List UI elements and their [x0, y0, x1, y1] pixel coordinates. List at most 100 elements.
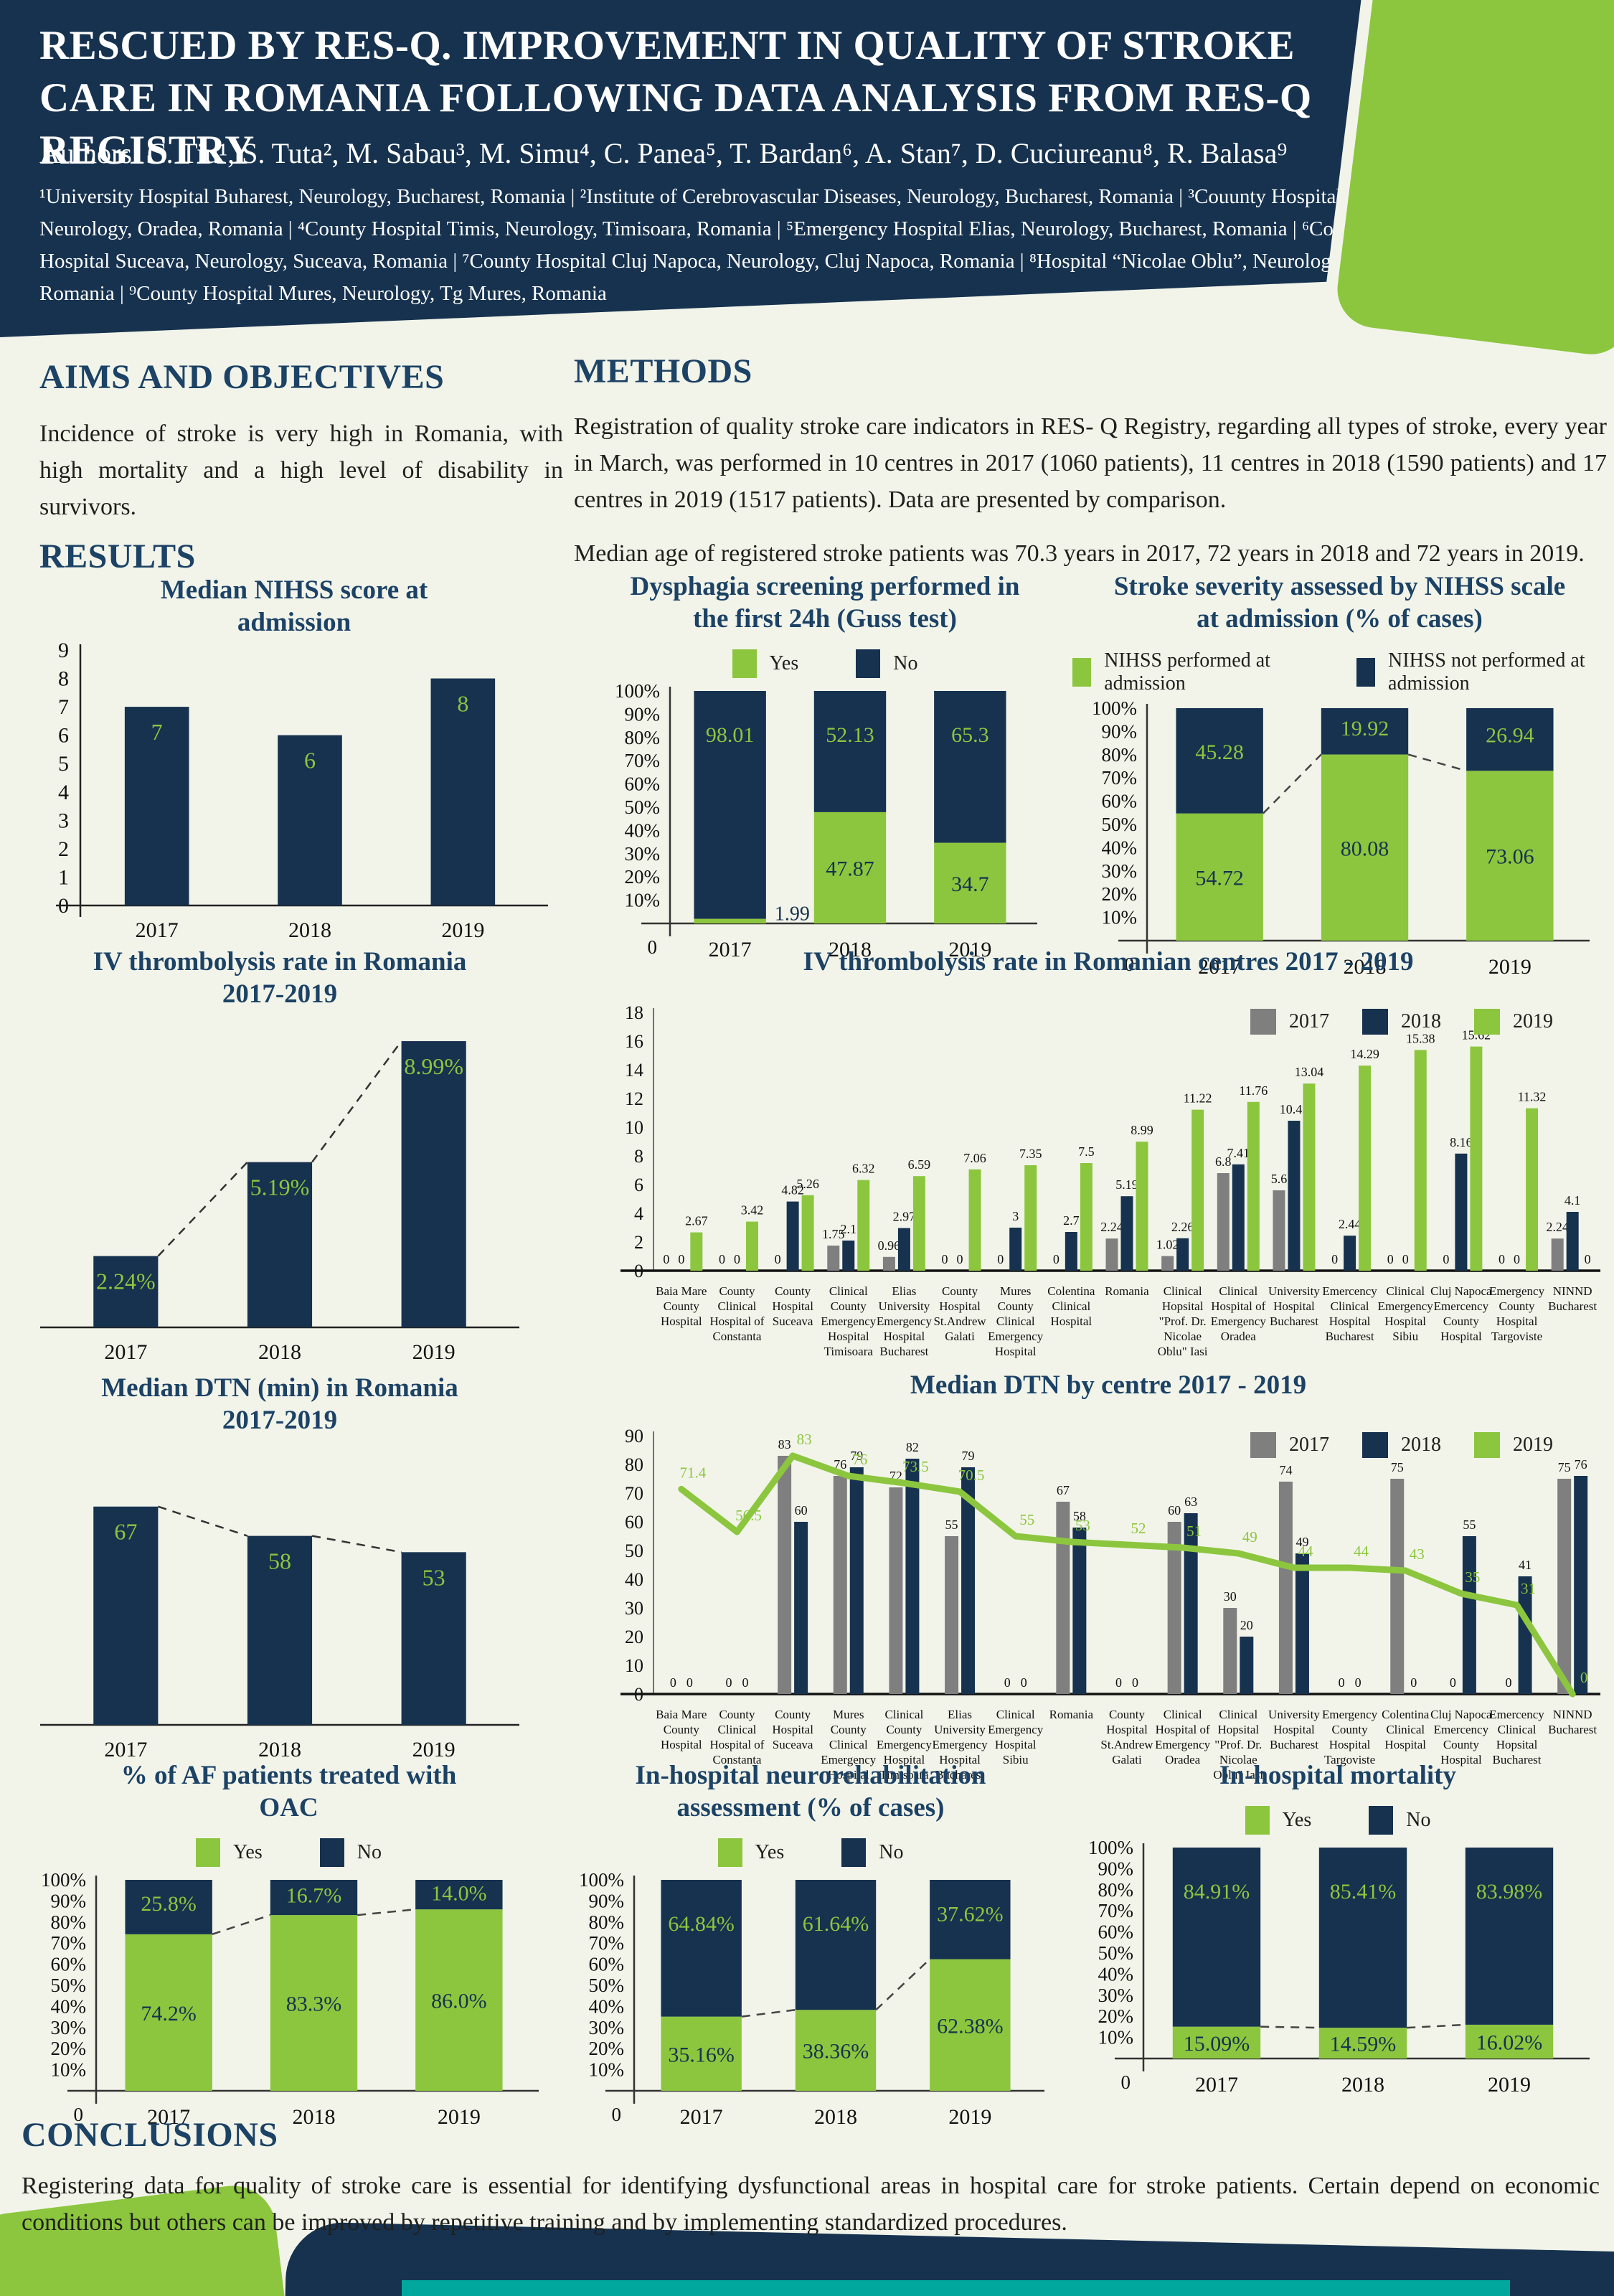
svg-text:NINND: NINND	[1553, 1708, 1592, 1721]
chart-canvas-mortality: 10% 20% 30% 40% 50% 60% 70% 80% 90% 100% 0 15.09% 84…	[1069, 1837, 1607, 2107]
svg-text:2019: 2019	[438, 2105, 481, 2129]
chart-title: Median NIHSS score at admission	[160, 575, 428, 638]
legend-label: Yes	[233, 1841, 263, 1864]
svg-text:2017: 2017	[104, 1738, 147, 1761]
legend-label: Yes	[769, 652, 799, 675]
svg-text:67: 67	[114, 1519, 137, 1545]
svg-text:Hospital of: Hospital of	[709, 1314, 764, 1328]
section-aims: AIMS AND OBJECTIVES Incidence of stroke …	[39, 357, 563, 525]
svg-text:2017: 2017	[680, 2105, 723, 2129]
svg-text:Hospital: Hospital	[772, 1299, 813, 1313]
chart-legend: 2017 2018 2019	[1250, 1009, 1553, 1035]
svg-text:60: 60	[1168, 1503, 1181, 1518]
svg-text:80%: 80%	[51, 1911, 87, 1933]
svg-text:Hospital: Hospital	[772, 1723, 813, 1736]
chart-legend: 2017 2018 2019	[1250, 1432, 1553, 1458]
svg-text:0: 0	[1402, 1252, 1409, 1266]
svg-text:7: 7	[151, 719, 163, 745]
svg-text:25.8%: 25.8%	[141, 1892, 197, 1916]
svg-text:0: 0	[1499, 1252, 1505, 1266]
svg-text:Targoviste: Targoviste	[1324, 1753, 1375, 1766]
svg-text:2.97: 2.97	[893, 1210, 916, 1224]
svg-text:Sibiu: Sibiu	[1003, 1753, 1029, 1766]
legend-label: No	[893, 652, 918, 675]
chart-legend: Yes No	[22, 1838, 556, 1868]
svg-text:Hospital: Hospital	[1273, 1299, 1315, 1313]
chart-legend: Yes No	[1069, 1806, 1607, 1835]
svg-text:2019: 2019	[948, 938, 991, 961]
svg-text:2017: 2017	[136, 918, 179, 942]
svg-text:65.3: 65.3	[951, 723, 989, 747]
svg-text:41: 41	[1519, 1558, 1532, 1572]
svg-text:11.76: 11.76	[1239, 1083, 1268, 1098]
svg-text:0: 0	[1443, 1252, 1449, 1266]
svg-text:0: 0	[670, 1675, 676, 1690]
svg-text:Baia Mare: Baia Mare	[656, 1284, 707, 1298]
legend-item: NIHSS performed at admission	[1072, 649, 1299, 695]
svg-text:County: County	[1443, 1738, 1480, 1751]
svg-text:Bucharest: Bucharest	[1270, 1314, 1318, 1328]
svg-text:1: 1	[58, 866, 69, 890]
svg-text:50%: 50%	[1102, 814, 1138, 835]
svg-text:14.0%: 14.0%	[431, 1882, 487, 1906]
svg-text:44: 44	[1354, 1543, 1369, 1560]
svg-text:82: 82	[906, 1440, 919, 1454]
svg-text:45.28: 45.28	[1195, 740, 1244, 764]
svg-text:20%: 20%	[1098, 2005, 1134, 2027]
svg-text:County: County	[998, 1299, 1034, 1313]
svg-text:2018: 2018	[1344, 955, 1387, 979]
legend-item: 2018	[1362, 1432, 1441, 1458]
svg-text:8.99%: 8.99%	[404, 1053, 463, 1079]
svg-text:2017: 2017	[1198, 955, 1241, 979]
svg-text:0: 0	[1514, 1252, 1520, 1266]
svg-text:2019: 2019	[412, 1340, 456, 1364]
svg-text:30: 30	[1224, 1589, 1237, 1604]
svg-text:4.1: 4.1	[1565, 1193, 1581, 1208]
svg-text:58: 58	[1073, 1509, 1086, 1523]
chart-canvas-dtn-romania: 67 2017 58 2018 53 2019	[29, 1436, 531, 1770]
svg-text:60%: 60%	[1102, 791, 1138, 812]
svg-text:0: 0	[1450, 1675, 1456, 1690]
svg-text:0: 0	[942, 1252, 948, 1266]
svg-text:Bucharest: Bucharest	[935, 1768, 984, 1782]
poster-affiliations: ¹University Hospital Buharest, Neurology…	[39, 185, 1399, 305]
legend-swatch	[1245, 1806, 1270, 1835]
aims-heading: AIMS AND OBJECTIVES	[39, 358, 445, 396]
svg-text:University: University	[1268, 1708, 1320, 1721]
chart-canvas-median-nihss: 0 1 2 3 4 5 6 7 8 9 7 2017 6 2018 8 2019	[29, 639, 560, 951]
svg-text:30%: 30%	[1102, 860, 1138, 882]
chart-legend: Yes No	[595, 649, 1054, 679]
svg-text:80%: 80%	[1102, 744, 1138, 766]
svg-text:14.29: 14.29	[1350, 1047, 1379, 1061]
svg-text:5.19%: 5.19%	[250, 1175, 310, 1200]
legend-swatch	[196, 1838, 220, 1868]
svg-text:2017: 2017	[147, 2105, 190, 2129]
svg-text:Hospital: Hospital	[1384, 1314, 1426, 1328]
svg-text:44: 44	[1298, 1543, 1313, 1560]
svg-text:Hospital: Hospital	[1440, 1753, 1482, 1766]
chart-title: IV thrombolysis rate in Romania 2017-201…	[93, 947, 467, 1010]
svg-text:Clinical: Clinical	[829, 1284, 868, 1298]
svg-text:30%: 30%	[625, 843, 661, 865]
svg-text:8: 8	[457, 691, 468, 717]
svg-text:4: 4	[634, 1203, 643, 1224]
svg-text:County: County	[831, 1299, 867, 1313]
chart-title: IV thrombolysis rate in Romanian centres…	[803, 947, 1414, 977]
svg-text:2018: 2018	[293, 2105, 336, 2129]
svg-text:60%: 60%	[625, 773, 661, 795]
svg-text:70%: 70%	[589, 1932, 625, 1954]
legend-label: 2018	[1401, 1434, 1441, 1456]
svg-text:2: 2	[634, 1232, 643, 1253]
svg-text:20%: 20%	[1102, 883, 1138, 905]
svg-text:30%: 30%	[51, 2017, 87, 2038]
svg-text:Oblu" Iasi: Oblu" Iasi	[1213, 1768, 1263, 1782]
svg-text:2.24: 2.24	[1546, 1220, 1569, 1234]
svg-text:8: 8	[58, 667, 69, 691]
legend-swatch	[1369, 1806, 1394, 1835]
svg-text:1.75: 1.75	[822, 1227, 845, 1241]
svg-text:40%: 40%	[1098, 1964, 1134, 1985]
svg-text:Bucharest: Bucharest	[879, 1345, 928, 1358]
svg-text:100%: 100%	[1092, 698, 1137, 719]
svg-text:Hospital: Hospital	[1329, 1738, 1371, 1751]
